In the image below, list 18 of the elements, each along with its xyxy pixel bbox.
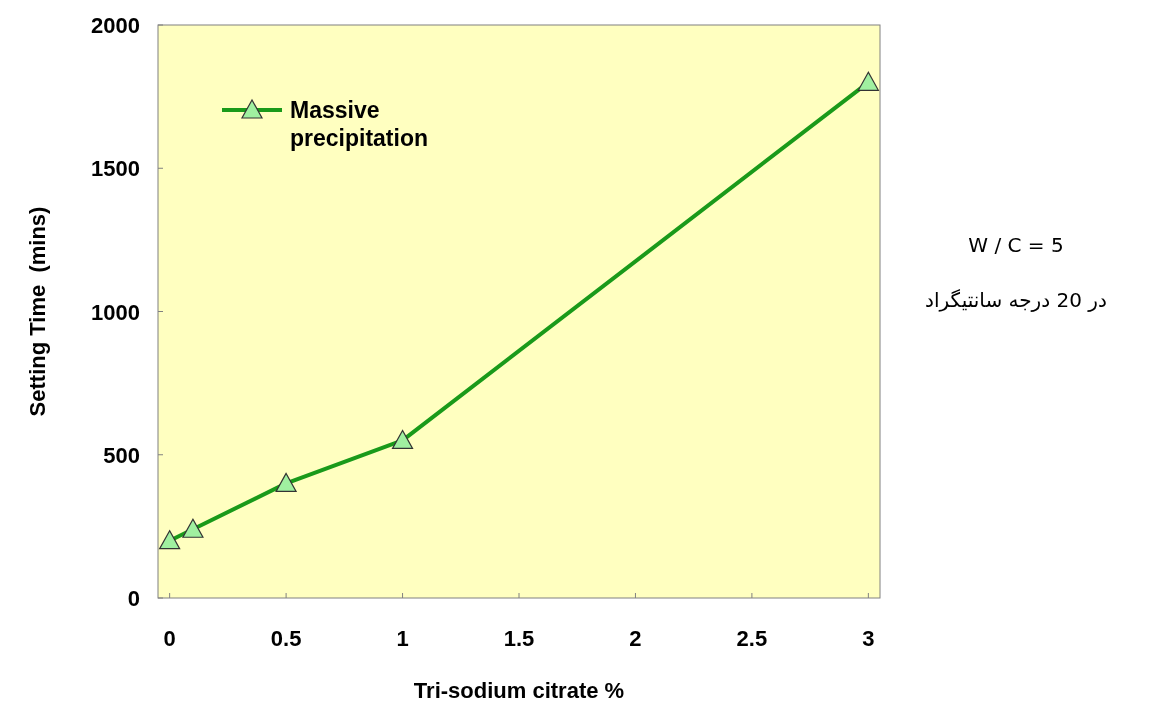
y-tick-label: 1500 [91, 156, 140, 182]
x-tick-label: 3 [862, 626, 875, 651]
y-axis-title: Setting Time (mins) [25, 206, 50, 417]
y-tick-label: 1000 [91, 299, 140, 325]
x-tick-label: 2 [629, 626, 642, 651]
text: در 20 درجه سانتیگراد [925, 288, 1107, 312]
legend: Massive precipitation [222, 97, 428, 151]
y-tick-label: 500 [103, 442, 140, 468]
x-tick-label: 1 [396, 626, 409, 651]
x-tick-label: 2.5 [736, 626, 768, 651]
x-tick-label: 0.5 [270, 626, 302, 651]
y-tick-label: 2000 [91, 13, 140, 38]
x-tick-label: 0 [163, 626, 176, 651]
x-axis-title: Tri-sodium citrate % [413, 678, 625, 703]
text: W / C = 5 [968, 233, 1064, 257]
x-tick-label: 1.5 [503, 626, 535, 651]
y-tick-label: 0 [127, 586, 140, 611]
legend-label: Massive precipitation [290, 97, 429, 151]
